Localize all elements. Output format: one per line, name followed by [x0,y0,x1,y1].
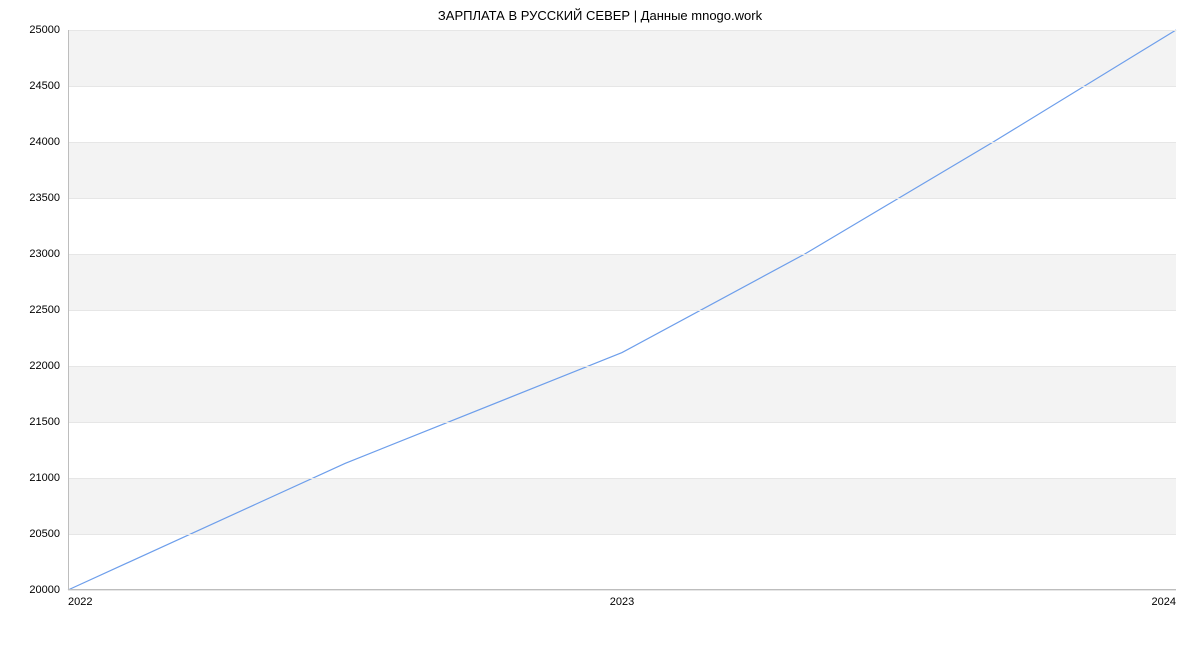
y-tick-label: 24000 [29,136,68,148]
y-tick-label: 23500 [29,192,68,204]
chart-title: ЗАРПЛАТА В РУССКИЙ СЕВЕР | Данные mnogo.… [0,8,1200,23]
y-tick-label: 21000 [29,472,68,484]
y-gridline [68,534,1176,535]
y-gridline [68,422,1176,423]
y-tick-label: 21500 [29,416,68,428]
y-tick-label: 20500 [29,528,68,540]
y-gridline [68,310,1176,311]
y-axis-line [68,30,69,590]
y-gridline [68,198,1176,199]
y-gridline [68,254,1176,255]
x-tick-label: 2024 [1152,590,1176,608]
y-tick-label: 23000 [29,248,68,260]
y-tick-label: 20000 [29,584,68,596]
y-gridline [68,478,1176,479]
y-gridline [68,366,1176,367]
y-tick-label: 22000 [29,360,68,372]
y-gridline [68,86,1176,87]
y-tick-label: 24500 [29,80,68,92]
x-tick-label: 2022 [68,590,92,608]
y-tick-label: 22500 [29,304,68,316]
y-tick-label: 25000 [29,24,68,36]
x-axis-line [68,589,1176,590]
salary-line-chart: ЗАРПЛАТА В РУССКИЙ СЕВЕР | Данные mnogo.… [0,0,1200,650]
x-tick-label: 2023 [610,590,634,608]
y-gridline [68,30,1176,31]
plot-area: 2000020500210002150022000225002300023500… [68,30,1176,590]
y-gridline [68,142,1176,143]
